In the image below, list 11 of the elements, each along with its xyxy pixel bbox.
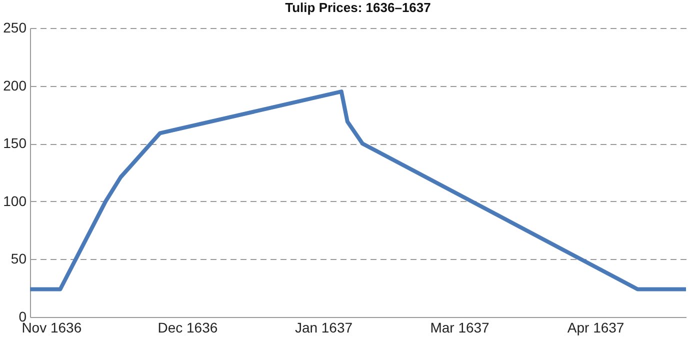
y-tick-label: 200 — [3, 77, 27, 94]
y-tick-label: 100 — [3, 192, 27, 209]
y-tick-label: 250 — [3, 20, 27, 36]
x-tick-label: Dec 1636 — [158, 320, 218, 336]
y-tick-label: 150 — [3, 135, 27, 152]
x-tick-label: Jan 1637 — [294, 320, 353, 336]
chart-title: Tulip Prices: 1636–1637 — [285, 0, 431, 15]
x-tick-label: Mar 1637 — [430, 320, 490, 336]
line-series — [30, 90, 686, 292]
x-tick-label: Apr 1637 — [567, 320, 624, 336]
y-tick-label: 50 — [10, 250, 27, 267]
